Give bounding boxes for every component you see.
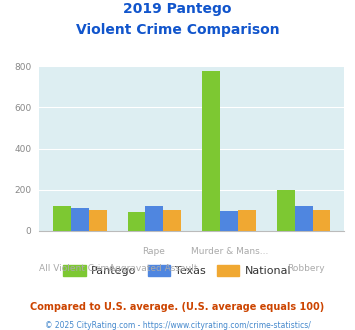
Bar (312, 211, 331, 231)
Bar (127, 213, 146, 231)
Text: Aggravated Assault: Aggravated Assault (109, 264, 198, 273)
Text: Rape: Rape (142, 248, 165, 256)
Bar (89, 211, 106, 231)
Bar (53, 206, 71, 231)
Legend: Pantego, Texas, National: Pantego, Texas, National (59, 261, 296, 280)
Bar (146, 206, 163, 231)
Text: Murder & Mans...: Murder & Mans... (191, 248, 268, 256)
Bar (163, 211, 181, 231)
Bar (295, 206, 312, 231)
Text: Robbery: Robbery (288, 264, 325, 273)
Bar (71, 208, 89, 231)
Text: 2019 Pantego: 2019 Pantego (123, 2, 232, 16)
Text: Compared to U.S. average. (U.S. average equals 100): Compared to U.S. average. (U.S. average … (31, 302, 324, 312)
Text: All Violent Crime: All Violent Crime (39, 264, 115, 273)
Bar (220, 212, 238, 231)
Text: © 2025 CityRating.com - https://www.cityrating.com/crime-statistics/: © 2025 CityRating.com - https://www.city… (45, 321, 310, 330)
Bar (238, 211, 256, 231)
Text: Violent Crime Comparison: Violent Crime Comparison (76, 23, 279, 37)
Bar (202, 71, 220, 231)
Bar (277, 190, 295, 231)
